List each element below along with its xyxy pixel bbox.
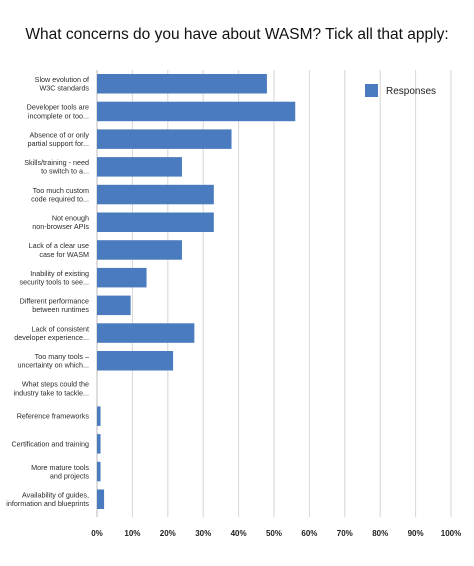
x-tick-label: 30%	[195, 529, 211, 538]
bar	[97, 74, 267, 94]
category-label: Certification and training	[11, 439, 89, 448]
category-label: What steps could the	[22, 380, 89, 389]
bar	[97, 323, 195, 343]
category-label: Too much custom	[33, 186, 89, 195]
legend-swatch	[365, 84, 378, 97]
x-tick-label: 70%	[337, 529, 353, 538]
category-label: incomplete or too...	[28, 111, 89, 120]
category-label: Availability of guides,	[22, 490, 89, 499]
bars	[97, 74, 296, 509]
x-tick-label: 80%	[372, 529, 388, 538]
category-label: partial support for...	[27, 139, 89, 148]
bar	[97, 295, 131, 316]
category-label: uncertainty on which...	[17, 361, 89, 370]
bar	[97, 351, 174, 371]
x-tick-label: 0%	[91, 529, 103, 538]
x-tick-label: 10%	[124, 529, 140, 538]
bar	[97, 267, 147, 288]
bar	[97, 129, 232, 149]
chart-title: What concerns do you have about WASM? Ti…	[25, 26, 449, 43]
category-label: information and blueprints	[6, 499, 89, 508]
gridlines	[96, 70, 452, 517]
category-label: Lack of consistent	[31, 324, 89, 333]
bar	[97, 101, 296, 122]
x-tick-label: 100%	[441, 529, 461, 538]
legend: Responses	[365, 84, 436, 97]
category-label: Developer tools are	[27, 103, 89, 112]
x-tick-label: 20%	[160, 529, 176, 538]
category-label: Different performance	[20, 297, 89, 306]
category-label: between runtimes	[32, 305, 89, 314]
bar	[97, 461, 101, 482]
bar	[97, 434, 101, 454]
category-label: W3C standards	[39, 84, 89, 93]
category-label: More mature tools	[31, 463, 89, 472]
category-label: Inability of existing	[30, 269, 89, 278]
category-label: developer experience...	[14, 333, 89, 342]
x-tick-label: 60%	[301, 529, 317, 538]
x-tick-label: 40%	[231, 529, 247, 538]
x-tick-label: 90%	[408, 529, 424, 538]
bar	[97, 489, 105, 509]
bar	[97, 240, 182, 260]
category-label: Lack of a clear use	[29, 241, 89, 250]
category-label: Skills/training - need	[24, 158, 89, 167]
category-label: code required to...	[31, 194, 89, 203]
category-label: Reference frameworks	[17, 412, 90, 421]
bar	[97, 212, 214, 232]
category-label: to switch to a...	[41, 167, 89, 176]
bar	[97, 157, 182, 177]
category-label: security tools to see...	[19, 277, 89, 286]
bar	[97, 406, 101, 426]
category-label: non-browser APIs	[32, 222, 89, 231]
category-label: Too many tools –	[35, 352, 89, 361]
x-axis-ticks: 0% 10% 20% 30% 40% 50% 60% 70% 80% 90% 100%	[91, 529, 461, 538]
category-label: case for WASM	[39, 250, 89, 259]
category-label: industry take to tackle...	[13, 388, 89, 397]
x-tick-label: 50%	[266, 529, 282, 538]
category-label: and projects	[50, 471, 90, 480]
category-label: Slow evolution of	[35, 75, 89, 84]
category-label: Not enough	[52, 213, 89, 222]
legend-label: Responses	[386, 86, 436, 97]
bar	[97, 184, 214, 205]
category-label: Absence of or only	[29, 130, 89, 139]
